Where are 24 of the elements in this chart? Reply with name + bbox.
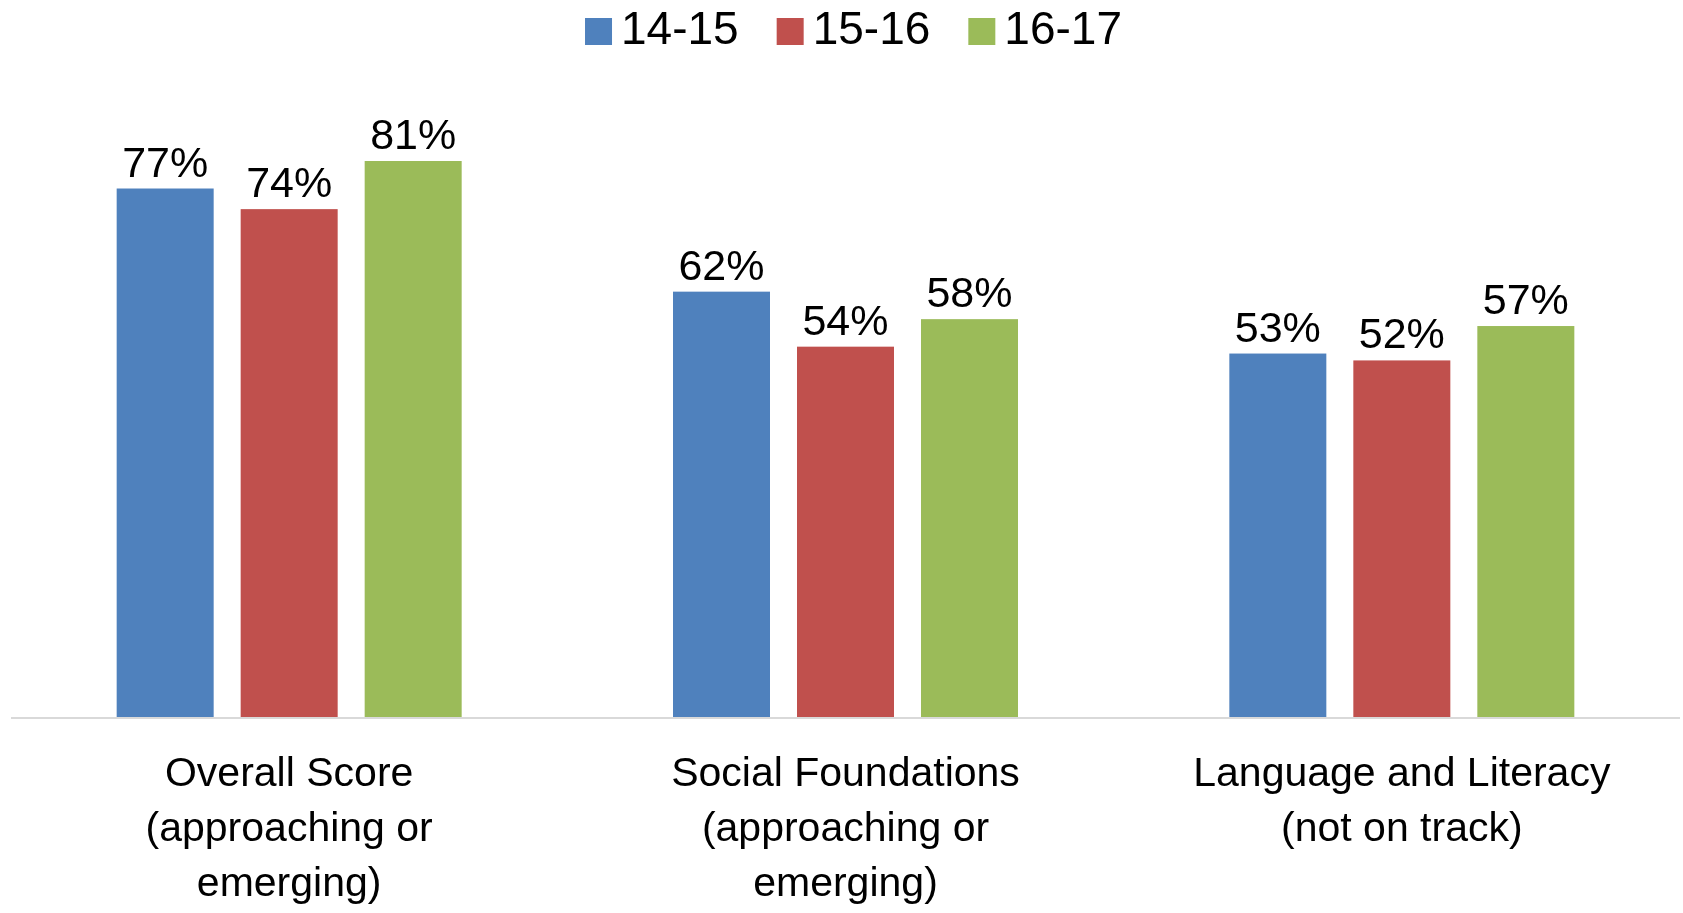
data-label: 77% <box>122 137 209 186</box>
bar <box>1477 326 1575 718</box>
bar <box>364 161 462 718</box>
bar <box>240 209 338 718</box>
data-label: 58% <box>926 268 1013 317</box>
data-label: 81% <box>370 110 457 158</box>
bar <box>116 188 214 718</box>
bar <box>673 291 770 718</box>
data-label: 62% <box>678 240 765 289</box>
x-tick-label: Overall Score (approaching or emerging) <box>145 749 433 905</box>
bar <box>1353 360 1451 718</box>
legend-label: 16-17 <box>1004 2 1122 54</box>
data-label: 52% <box>1358 309 1445 358</box>
data-label: 57% <box>1482 275 1569 324</box>
data-label: 53% <box>1234 302 1321 351</box>
x-tick-label: Social Foundations (approaching or emerging) <box>671 749 1020 905</box>
legend-label: 15-16 <box>812 2 931 54</box>
data-label: 74% <box>246 158 333 207</box>
bar <box>921 319 1018 718</box>
data-label: 54% <box>802 295 889 344</box>
legend-label: 14-15 <box>621 2 739 54</box>
bar <box>1229 353 1327 718</box>
x-tick-label: Language and Literacy (not on track) <box>1193 749 1611 850</box>
bar <box>797 346 894 718</box>
